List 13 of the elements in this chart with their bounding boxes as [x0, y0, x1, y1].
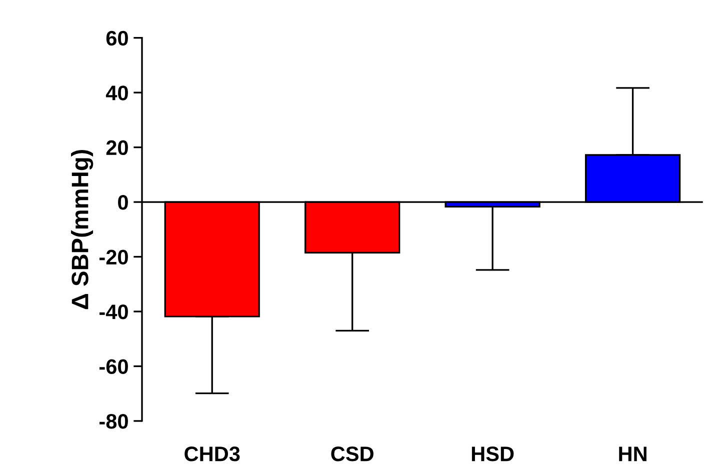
- y-tick-label: 0: [118, 195, 128, 210]
- x-tick-label: CHD3: [184, 446, 240, 462]
- x-tick-label: HN: [619, 446, 646, 462]
- y-tick-label: -60: [100, 359, 128, 374]
- y-axis-title: Δ SBP(mmHg): [71, 150, 94, 310]
- x-tick-label: HSD: [472, 446, 514, 462]
- y-tick-label: 60: [106, 30, 128, 46]
- y-tick-label: -20: [100, 250, 128, 265]
- x-tick-label: CSD: [331, 446, 374, 462]
- y-tick-label: 20: [106, 140, 128, 156]
- y-tick-label: -40: [100, 304, 128, 320]
- y-tick-label: 40: [106, 86, 128, 100]
- y-tick-label: -80: [100, 414, 128, 429]
